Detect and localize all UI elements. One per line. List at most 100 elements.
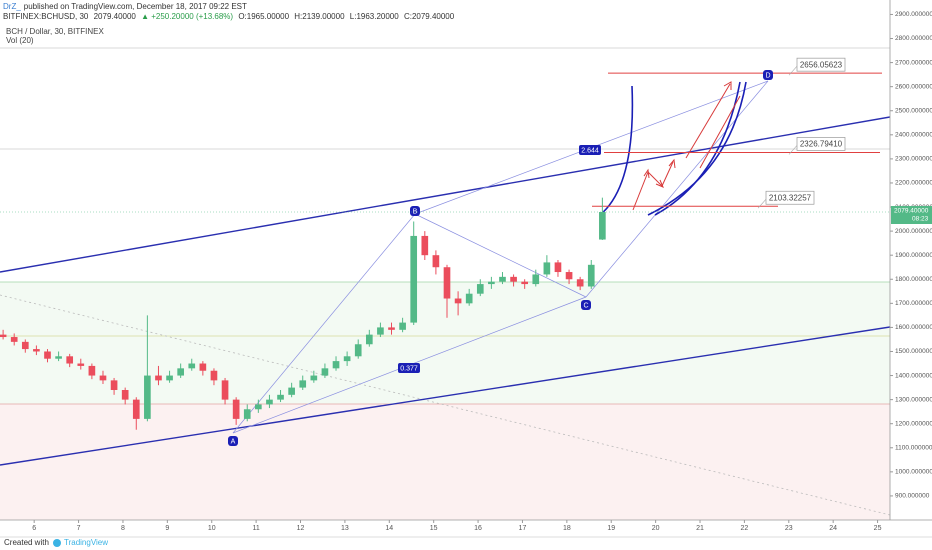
x-tick-label: 20 bbox=[652, 525, 660, 532]
green-zone bbox=[0, 282, 890, 404]
x-tick-label: 9 bbox=[165, 525, 169, 532]
point-badge bbox=[763, 70, 773, 80]
candle-body bbox=[55, 356, 62, 359]
level-box bbox=[796, 57, 846, 72]
y-tick-label: 1800.000000 bbox=[895, 276, 932, 283]
candle-body bbox=[144, 375, 151, 419]
candle-body bbox=[310, 375, 318, 381]
header-line-1: DrZ_ published on TradingView.com, Decemb… bbox=[3, 2, 250, 11]
x-tick-label: 14 bbox=[385, 525, 393, 532]
x-tick-label: 13 bbox=[341, 525, 349, 532]
y-tick-label: 2400.000000 bbox=[895, 132, 932, 139]
indicator: Vol (20) bbox=[6, 36, 34, 45]
y-tick-label: 1600.000000 bbox=[895, 324, 932, 331]
y-tick-label: 1000.000000 bbox=[895, 469, 932, 476]
candle-body bbox=[410, 235, 418, 323]
candle-body bbox=[10, 337, 18, 342]
x-tick-label: 11 bbox=[252, 525, 259, 532]
candle-body bbox=[465, 293, 473, 304]
candle-body bbox=[543, 262, 551, 275]
candle-body bbox=[88, 365, 96, 376]
x-tick-label: 12 bbox=[297, 525, 305, 532]
candle-body bbox=[21, 341, 29, 350]
candle-body bbox=[66, 356, 74, 364]
arcs bbox=[599, 81, 747, 216]
level-box bbox=[796, 137, 846, 151]
arrows bbox=[632, 81, 741, 211]
x-tick-label: 25 bbox=[874, 525, 882, 532]
candle-body bbox=[188, 363, 196, 369]
candle-body bbox=[0, 334, 7, 338]
candle-body bbox=[488, 281, 495, 285]
level-label: 2656.05623 bbox=[800, 60, 843, 69]
point-label: A bbox=[231, 438, 236, 445]
y-tick-label: 1500.000000 bbox=[895, 348, 932, 355]
candle-body bbox=[110, 380, 118, 390]
y-tick-label: 2800.000000 bbox=[895, 35, 932, 42]
x-tick-label: 6 bbox=[32, 525, 36, 532]
x-tick-label: 18 bbox=[563, 525, 571, 532]
y-tick-label: 2500.000000 bbox=[895, 107, 932, 114]
x-tick-label: 7 bbox=[77, 525, 81, 532]
point-label: B bbox=[413, 208, 418, 215]
y-tick-label: 1700.000000 bbox=[895, 300, 932, 307]
level-connector bbox=[757, 199, 767, 209]
candle-body bbox=[554, 262, 562, 273]
chart-title: BCH / Dollar, 30, BITFINEX bbox=[6, 27, 104, 36]
change: ▲ +250.20000 (+13.68%) bbox=[141, 12, 234, 21]
candle-body bbox=[499, 276, 506, 282]
candle-body bbox=[288, 387, 295, 395]
candle-body bbox=[266, 399, 273, 405]
candle-body bbox=[377, 327, 384, 335]
y-tick-label: 1200.000000 bbox=[895, 420, 932, 427]
candle-body bbox=[77, 363, 85, 366]
ohlc-open: O:1965.00000 bbox=[238, 12, 290, 21]
y-tick-label: 1900.000000 bbox=[895, 252, 932, 259]
candle-body bbox=[232, 399, 240, 419]
candle-body bbox=[277, 394, 284, 400]
candle-body bbox=[210, 370, 218, 381]
y-tick-label: 2600.000000 bbox=[895, 83, 932, 90]
candle-body bbox=[243, 409, 251, 419]
channel-lower bbox=[0, 326, 891, 466]
x-tick-label: 24 bbox=[829, 525, 837, 532]
candle-body bbox=[354, 344, 362, 357]
header-line-2: BITFINEX:BCHUSD, 30 2079.40000 ▲ +250.20… bbox=[3, 12, 457, 21]
candle-body bbox=[432, 255, 440, 268]
y-tick-label: 900.000000 bbox=[895, 493, 930, 500]
candle-body bbox=[576, 279, 584, 287]
x-tick-label: 23 bbox=[785, 525, 793, 532]
author[interactable]: DrZ_ bbox=[3, 2, 21, 11]
last-price-label: 2079.40000 bbox=[894, 208, 929, 215]
candle-body bbox=[199, 363, 207, 371]
y-tick-label: 2700.000000 bbox=[895, 59, 932, 66]
ratio-badge bbox=[579, 145, 601, 155]
candle-body bbox=[177, 368, 184, 376]
footer-logo bbox=[53, 539, 61, 547]
y-tick-label: 1300.000000 bbox=[895, 396, 932, 403]
x-tick-label: 22 bbox=[741, 525, 749, 532]
x-tick-label: 21 bbox=[696, 525, 704, 532]
candle-body bbox=[532, 274, 540, 285]
candle-body bbox=[521, 281, 529, 285]
candle-body bbox=[44, 351, 51, 359]
published: published on TradingView.com, December 1… bbox=[23, 2, 247, 11]
y-tick-label: 2900.000000 bbox=[895, 11, 932, 18]
candle-body bbox=[99, 375, 107, 381]
x-tick-label: 17 bbox=[519, 525, 527, 532]
ratio-badge bbox=[398, 363, 420, 373]
y-tick-label: 2200.000000 bbox=[895, 180, 932, 187]
candle-body bbox=[166, 375, 173, 381]
x-tick-label: 8 bbox=[121, 525, 125, 532]
candle-body bbox=[121, 390, 129, 400]
ratio-label: 2.644 bbox=[581, 147, 599, 154]
footer-brand[interactable]: TradingView bbox=[64, 538, 108, 547]
candle-body bbox=[388, 327, 395, 330]
candle-body bbox=[421, 235, 429, 256]
candle-body bbox=[332, 361, 340, 369]
level-box bbox=[765, 190, 815, 205]
last: 2079.40000 bbox=[93, 12, 136, 21]
point-badge bbox=[410, 206, 420, 216]
candle-body bbox=[255, 404, 262, 410]
